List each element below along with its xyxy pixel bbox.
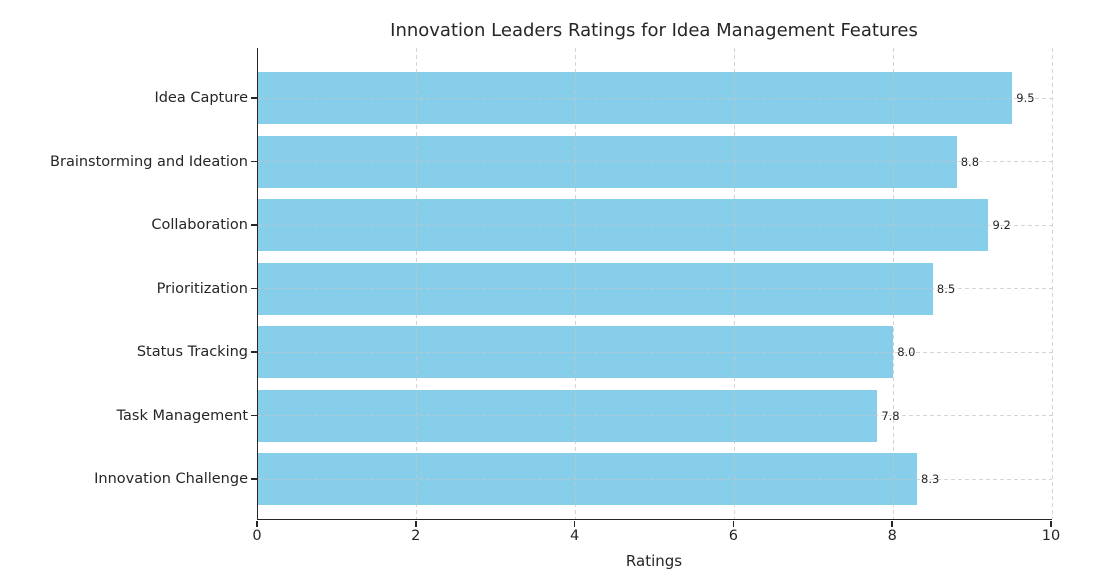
y-tick-label: Innovation Challenge	[94, 471, 248, 487]
bar-value-label: 8.5	[936, 281, 956, 296]
bar-value-label: 7.8	[881, 408, 900, 423]
x-tick-label: 6	[728, 528, 738, 544]
horizontal-gridline	[258, 288, 1052, 289]
x-tick-mark	[256, 520, 258, 527]
bar-value-label: 8.3	[921, 472, 940, 486]
x-tick-mark	[732, 520, 735, 527]
y-tick-label: Brainstorming and Ideation	[50, 153, 248, 170]
y-tick-mark	[251, 97, 257, 99]
y-tick-label: Collaboration	[151, 217, 248, 233]
x-tick-label: 4	[569, 528, 580, 544]
x-tick-mark	[891, 520, 893, 527]
vertical-gridline	[1051, 48, 1053, 519]
y-tick-mark	[251, 478, 257, 480]
horizontal-gridline	[258, 224, 1052, 226]
x-tick-label: 0	[252, 528, 262, 544]
x-tick-label: 10	[1041, 528, 1061, 544]
vertical-gridline	[892, 48, 894, 519]
y-tick-mark	[251, 351, 257, 353]
vertical-gridline	[416, 48, 418, 519]
y-tick-label: Task Management	[116, 407, 248, 424]
y-tick-mark	[251, 160, 257, 163]
y-tick-mark	[251, 287, 257, 290]
horizontal-gridline	[258, 415, 1052, 416]
y-tick-mark	[251, 414, 257, 417]
vertical-gridline	[733, 48, 735, 519]
bar-value-label: 8.8	[960, 154, 980, 169]
x-tick-mark	[415, 520, 417, 527]
bar-value-label: 9.5	[1016, 91, 1035, 105]
x-tick-label: 2	[411, 528, 421, 544]
x-tick-label: 8	[887, 528, 897, 544]
y-tick-label: Idea Capture	[154, 90, 248, 106]
horizontal-gridline	[258, 478, 1052, 480]
horizontal-gridline	[258, 161, 1052, 162]
bar-value-label: 9.2	[992, 218, 1011, 232]
y-tick-label: Status Tracking	[136, 344, 248, 360]
horizontal-gridline	[258, 351, 1052, 353]
x-axis-label: Ratings	[625, 552, 683, 570]
plot-area: 9.5 8.8 9.2 8.5 8.0 7.8 8.3	[257, 48, 1053, 520]
bar-value-label: 8.0	[897, 345, 916, 359]
chart-title: Innovation Leaders Ratings for Idea Mana…	[390, 20, 918, 41]
horizontal-gridline	[258, 97, 1052, 99]
y-tick-mark	[251, 224, 257, 226]
y-tick-label: Prioritization	[156, 280, 248, 297]
vertical-gridline	[575, 48, 577, 519]
x-tick-mark	[573, 520, 576, 527]
x-tick-mark	[1050, 520, 1052, 527]
